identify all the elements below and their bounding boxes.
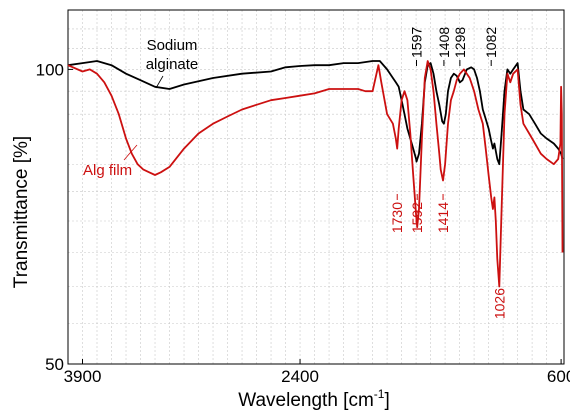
- series-label-line: Sodium: [147, 37, 198, 54]
- series-labels: Sodium alginate Alg film: [83, 37, 198, 179]
- series-lines: [67, 60, 564, 288]
- peak-label: 1082: [483, 27, 499, 58]
- x-tick-label: 600: [547, 367, 570, 386]
- x-tick-label: 3900: [64, 367, 102, 386]
- peak-label: 1414: [435, 202, 451, 233]
- peak-label: 1592: [409, 202, 425, 233]
- x-axis-title: Wavelength [cm-1]: [238, 387, 389, 411]
- peak-annotation-red: 1592: [409, 194, 425, 233]
- peak-label: 1597: [409, 27, 425, 58]
- series-label-alg-film: Alg film: [83, 162, 132, 179]
- series-line-alg-film: [67, 60, 564, 288]
- series-label-sodium-alginate: Sodium alginate: [146, 37, 199, 73]
- grid: [68, 10, 564, 364]
- peak-annotation-black: 1082: [483, 27, 499, 66]
- x-axis-title-end: ]: [384, 390, 389, 411]
- peak-label: 1408: [436, 27, 452, 58]
- x-axis-title-superscript: -1: [374, 387, 385, 401]
- y-tick-label: 100: [36, 60, 64, 79]
- y-axis-title: Transmittance [%]: [11, 136, 32, 288]
- peak-annotation-black: 1298: [452, 27, 468, 66]
- series-label-pointer: [155, 75, 164, 89]
- peak-annotation-red: 1730: [389, 194, 405, 233]
- peak-label: 1026: [491, 288, 507, 319]
- series-line-sodium-alginate: [67, 60, 564, 166]
- peak-annotation-red: 1414: [435, 194, 451, 233]
- x-axis-title-main: Wavelength [cm: [238, 390, 374, 411]
- peak-annotation-black: 1597: [409, 27, 425, 66]
- axis-ticks: 3900 2400 600 50 100: [36, 60, 570, 386]
- x-tick-label: 2400: [281, 367, 319, 386]
- peak-annotation-red: 1026: [491, 280, 507, 319]
- peak-annotation-black: 1408: [436, 27, 452, 66]
- peak-annotations: 1597 1408 1298 1082 1730 1592 1414 1026: [389, 27, 507, 320]
- series-label-line: alginate: [146, 56, 199, 73]
- peak-label: 1730: [389, 202, 405, 233]
- series-label-pointer: [123, 144, 138, 161]
- plot-frame: [67, 9, 565, 365]
- peak-label: 1298: [452, 27, 468, 58]
- y-tick-label: 50: [45, 355, 64, 374]
